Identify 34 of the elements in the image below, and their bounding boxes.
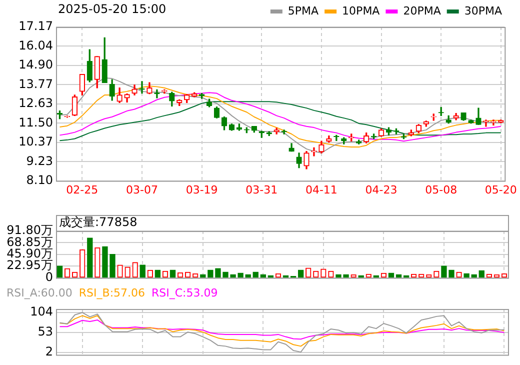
text: RSI_C:53.09 <box>152 286 218 300</box>
legend-label: 30PMA <box>464 4 502 18</box>
x-tick-label: 03-31 <box>246 183 278 196</box>
chart-title: 2025-05-20 15:00 <box>58 2 166 16</box>
x-tick-label: 02-25 <box>66 183 98 196</box>
y-tick-label: 14.90 <box>18 58 53 72</box>
y-tick-label: 2 <box>45 344 53 359</box>
y-tick-label: 8.10 <box>26 172 53 187</box>
series-label: RSI_A:60.00 <box>6 286 72 300</box>
y-tick-label: 104 <box>30 304 53 319</box>
y-tick-label: 12.63 <box>18 96 53 110</box>
x-tick-label: 05-20 <box>484 183 517 196</box>
y-tick-label: 9.23 <box>26 154 53 168</box>
y-tick-label: 91.80万 <box>6 223 53 238</box>
legend-label: 10PMA <box>342 4 380 18</box>
legend-label: 5PMA <box>288 4 320 18</box>
y-tick-label: 22.95万 <box>6 258 53 272</box>
y-tick-label: 13.77 <box>18 76 53 91</box>
y-tick-label: 0 <box>45 270 53 284</box>
x-tick-label: 04-23 <box>365 183 398 196</box>
y-tick-label: 68.85万 <box>6 234 53 249</box>
y-tick-label: 17.17 <box>18 19 53 34</box>
x-tick-label: 03-07 <box>126 183 158 196</box>
x-tick-label: 03-19 <box>186 183 218 196</box>
text: 成交量:77858 <box>59 215 138 230</box>
x-tick-label: 05-08 <box>425 183 458 196</box>
y-tick-label: 53 <box>38 324 53 339</box>
y-tick-label: 16.04 <box>18 38 53 52</box>
legend-label: 20PMA <box>403 4 442 18</box>
x-tick-label: 04-11 <box>305 183 338 196</box>
y-tick-label: 11.50 <box>18 115 53 130</box>
series-label: RSI_B:57.06 <box>78 286 146 300</box>
y-tick-label: 45.90万 <box>6 246 53 261</box>
y-tick-label: 10.37 <box>18 134 53 148</box>
